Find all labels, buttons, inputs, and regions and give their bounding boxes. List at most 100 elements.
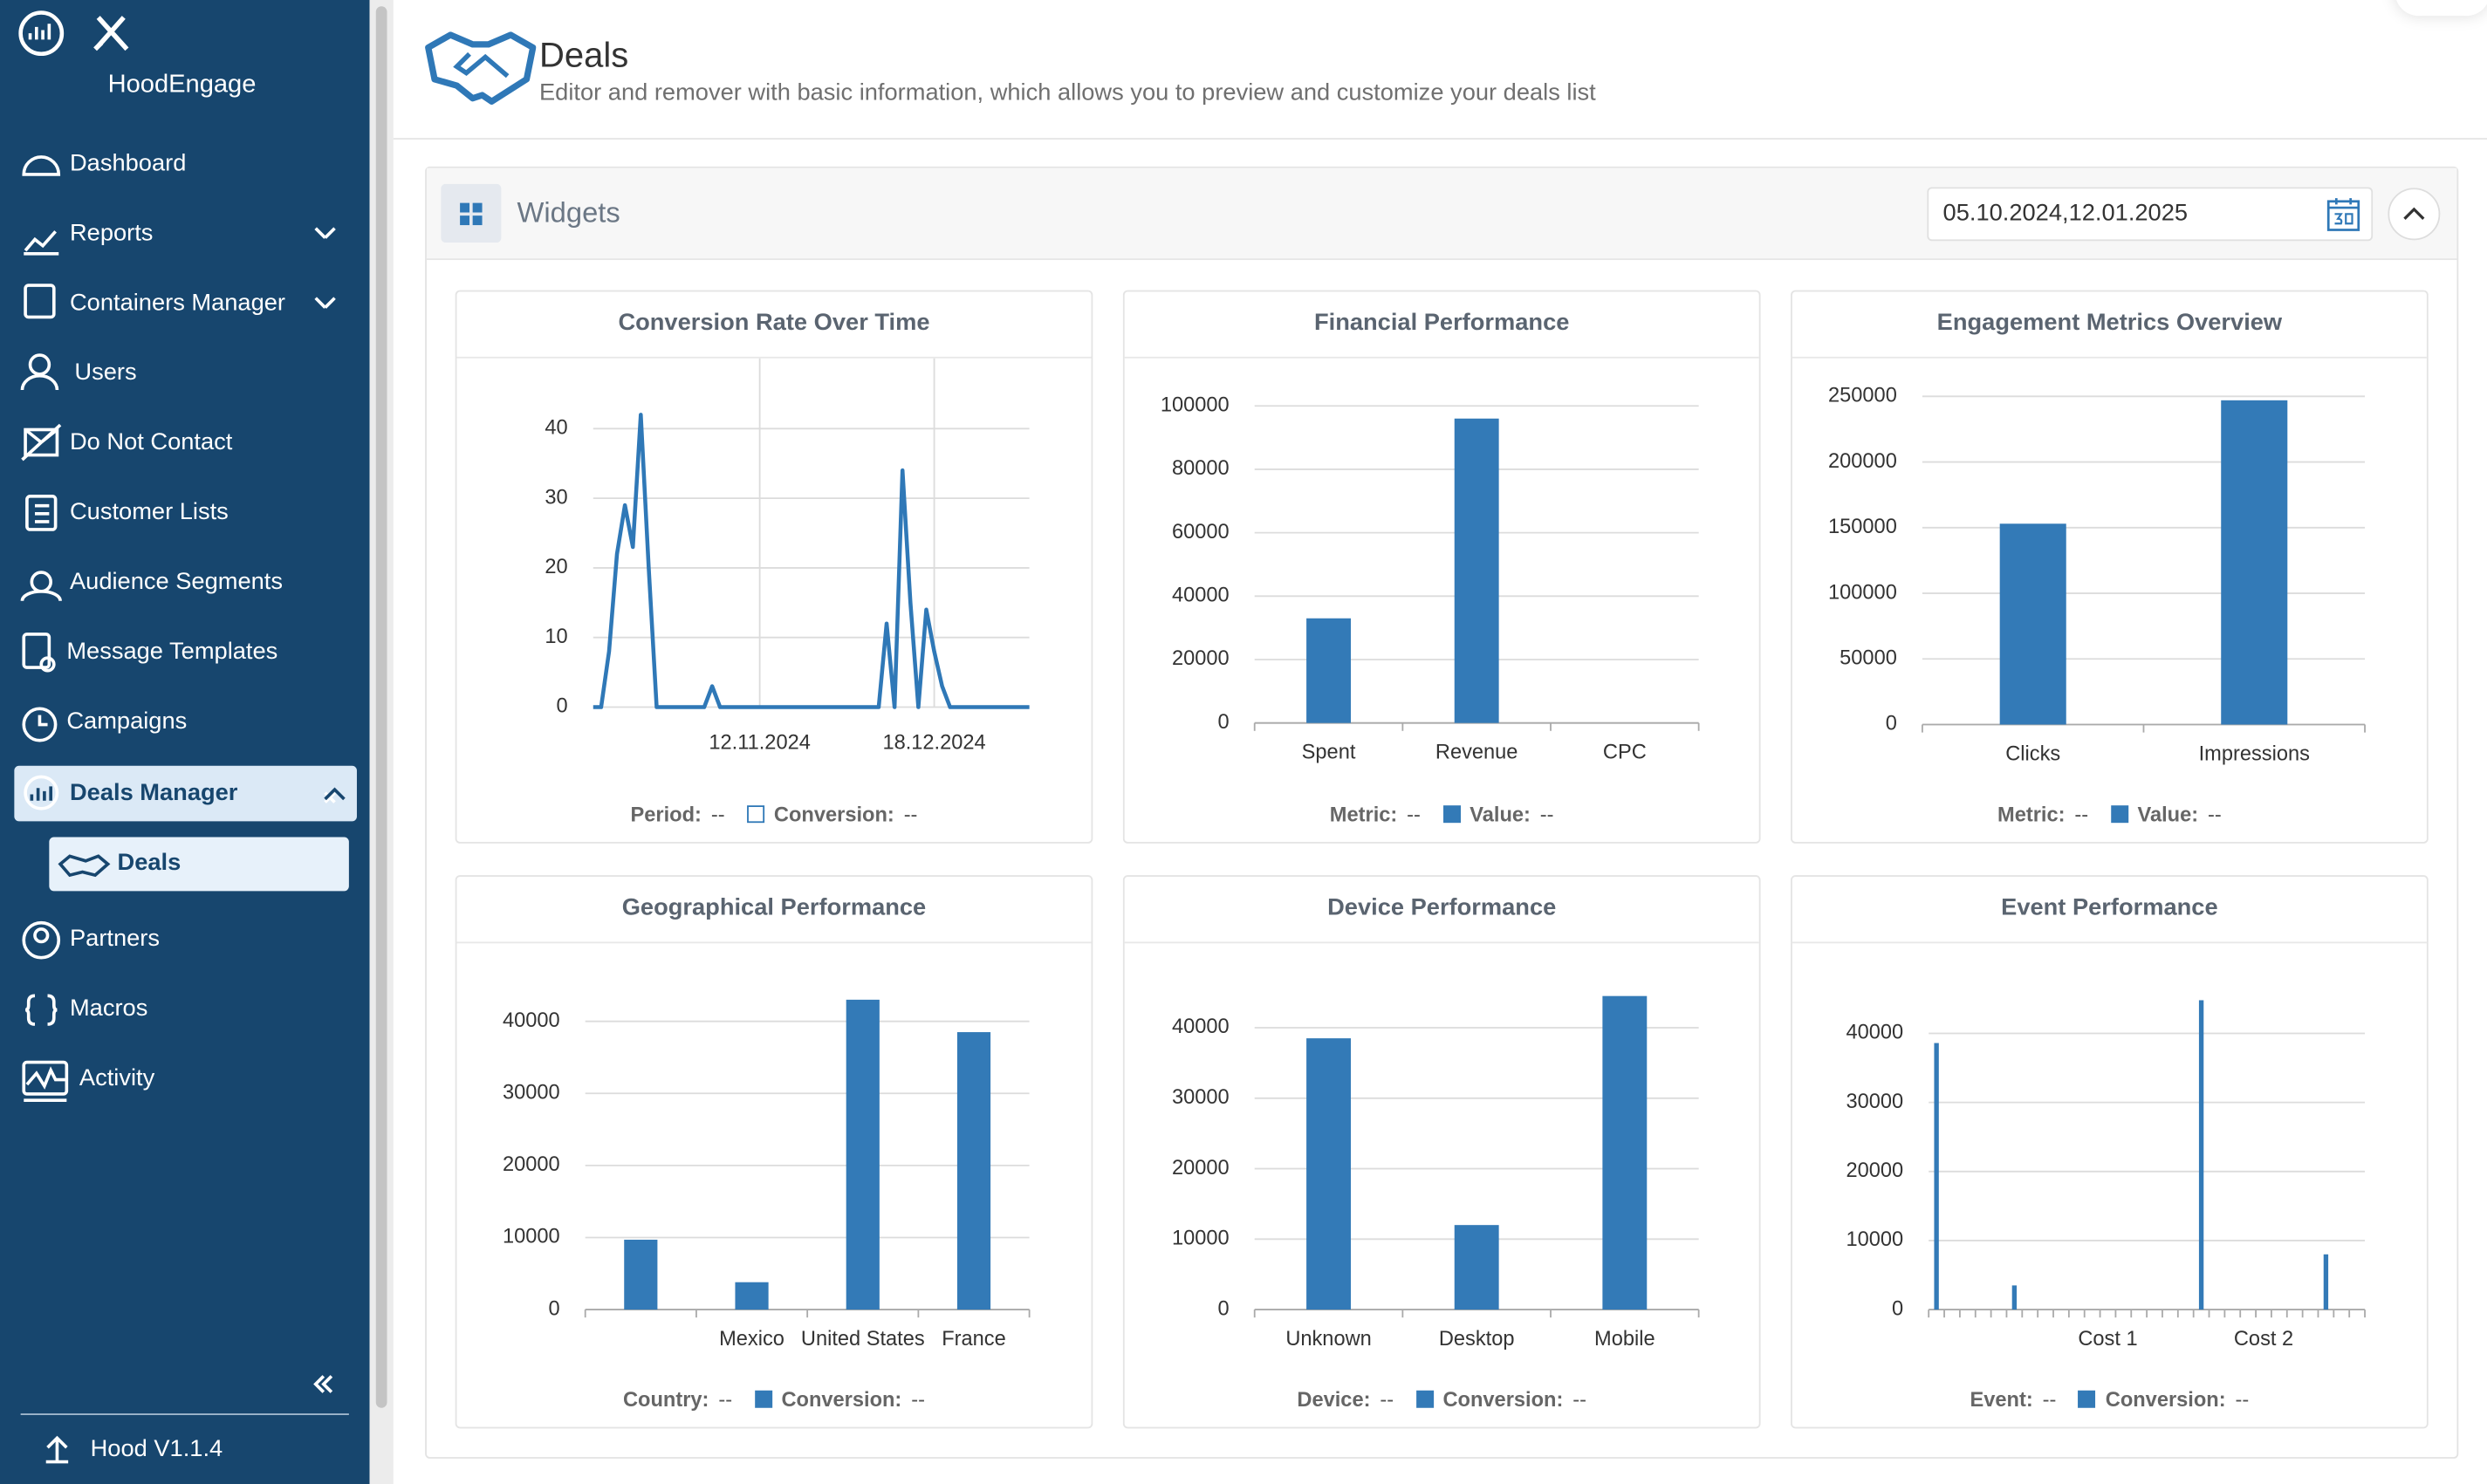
nav-item[interactable]: Do Not Contact (69, 428, 233, 456)
legend-series-value: -- (2235, 1387, 2250, 1412)
bar (1306, 1038, 1351, 1310)
widgets-panel: Widgets 05.10.2024,12.01.2025 (425, 166, 2459, 1459)
chart: 0 10000 20000 30000 40000 Unknown Desktop Mobil… (1172, 995, 1700, 1351)
legend-key-name: Period: (630, 802, 702, 826)
brand: HoodEngage (107, 71, 257, 99)
nav-item[interactable]: Message Templates (66, 638, 278, 666)
y-tick-label: 20000 (1172, 647, 1230, 670)
legend-series-name: Conversion: (781, 1387, 902, 1412)
bar (1999, 523, 2066, 725)
chart-card: 0 50000 100000 150000 200000 250000 Clicks Impr… (1791, 290, 2429, 844)
y-tick-label: 0 (1886, 713, 1897, 735)
y-tick-label: 20 (545, 556, 567, 578)
collapse-button[interactable] (2387, 187, 2441, 241)
nav-item[interactable]: Dashboard (69, 149, 187, 177)
y-tick-label: 10000 (1172, 1228, 1230, 1250)
legend-series-value: -- (911, 1387, 925, 1412)
legend-key-name: Event: (1970, 1387, 2033, 1412)
y-tick-label: 100000 (1161, 393, 1230, 416)
legend-key-value: -- (1380, 1387, 1394, 1412)
x-tick-label: Clicks (2005, 742, 2060, 765)
y-tick-label: 200000 (1828, 450, 1897, 473)
nav-item[interactable]: Partners (69, 925, 161, 953)
legend-key-value: -- (1407, 802, 1421, 826)
x-tick-label: France (942, 1328, 1005, 1351)
version: Hood V1.1.4 (90, 1435, 223, 1463)
x-tick-label: 12.11.2024 (709, 732, 810, 755)
nav-item[interactable]: Activity (79, 1064, 155, 1092)
nav-item[interactable]: Users (74, 359, 137, 386)
deals-icon (425, 31, 537, 105)
nav-item[interactable]: Customer Lists (69, 498, 229, 526)
x-tick-label: Mobile (1594, 1328, 1655, 1351)
date-input[interactable] (1927, 187, 2374, 242)
widgets-title: Widgets (517, 196, 620, 229)
y-tick-label: 0 (1217, 711, 1229, 734)
nav-item[interactable]: Containers Manager (69, 289, 286, 317)
y-tick-label: 30000 (503, 1082, 560, 1104)
x-tick-label: Cost 1 (2078, 1328, 2137, 1351)
active-item-bg[interactable] (14, 765, 357, 822)
bar (1934, 1043, 1939, 1310)
divider (393, 138, 2487, 140)
bar (2198, 1000, 2204, 1310)
bar (1454, 1225, 1499, 1310)
legend-key-value: -- (2074, 802, 2089, 826)
chart-card: 0 10000 20000 30000 40000 Unknown Desktop Mobil… (1122, 875, 1761, 1429)
y-tick-label: 0 (1892, 1297, 1903, 1320)
bar (1602, 995, 1648, 1310)
y-tick-label: 0 (1217, 1297, 1229, 1320)
nav-item-active[interactable]: Deals Manager (69, 779, 238, 807)
page-subtitle: Editor and remover with basic informatio… (538, 79, 1596, 106)
legend-swatch (747, 805, 765, 824)
legend: Device: -- Conversion: -- (1125, 1387, 1759, 1411)
date-value[interactable]: 05.10.2024,12.01.2025 (1942, 199, 2189, 227)
scrollbar-thumb[interactable] (375, 6, 387, 1408)
legend-swatch (1415, 1390, 1434, 1408)
chart: 0 20000 40000 60000 80000 100000 Spent Revenue C… (1161, 393, 1700, 763)
x-tick-label: Revenue (1435, 741, 1518, 763)
bar (2011, 1285, 2018, 1310)
y-tick-label: 0 (557, 695, 568, 718)
chart-title: Conversion Rate Over Time (456, 291, 1092, 359)
y-tick-label: 20000 (503, 1153, 560, 1176)
chart-title: Engagement Metrics Overview (1792, 291, 2427, 359)
y-tick-label: 30 (545, 486, 567, 509)
y-tick-label: 20000 (1846, 1159, 1903, 1182)
x-tick-label: Unknown (1285, 1328, 1371, 1351)
bar (2221, 400, 2288, 725)
legend-key-value: -- (2042, 1387, 2057, 1412)
nav-item[interactable]: Campaigns (66, 708, 188, 735)
legend-series-name: Conversion: (1442, 1387, 1564, 1412)
calendar-icon[interactable] (2326, 196, 2361, 231)
nav-subitem[interactable]: Deals (117, 849, 182, 877)
y-tick-label: 40000 (1172, 585, 1230, 607)
bar (735, 1282, 769, 1310)
legend: Event: -- Conversion: -- (1792, 1387, 2427, 1411)
bar (624, 1239, 658, 1310)
legend-key-name: Metric: (1329, 802, 1398, 826)
chart: 0 10000 20000 30000 40000 Cost 1 Cost 2 (1846, 1000, 2366, 1351)
y-tick-label: 0 (548, 1297, 559, 1320)
x-tick-label: 18.12.2024 (882, 732, 985, 755)
legend-key-name: Metric: (1997, 802, 2066, 826)
x-tick-label: Desktop (1439, 1328, 1515, 1351)
legend-series-value: -- (1572, 1387, 1586, 1412)
y-tick-label: 80000 (1172, 457, 1230, 480)
legend-swatch (2110, 805, 2128, 824)
line (593, 413, 1030, 709)
sub-item-bg[interactable] (49, 837, 349, 892)
legend-series-name: Conversion: (2105, 1387, 2226, 1412)
nav-item[interactable]: Macros (69, 995, 148, 1022)
legend-key-value: -- (710, 802, 725, 826)
nav-item[interactable]: Reports (69, 219, 154, 247)
y-tick-label: 40000 (503, 1009, 560, 1032)
sidebar: HoodEngage Dashboard Reports Containers … (0, 0, 370, 1484)
bar (846, 999, 880, 1310)
nav-item[interactable]: Audience Segments (69, 568, 284, 596)
y-tick-label: 150000 (1828, 516, 1897, 538)
legend: Metric: -- Value: -- (1125, 803, 1759, 826)
bar (1454, 418, 1499, 723)
